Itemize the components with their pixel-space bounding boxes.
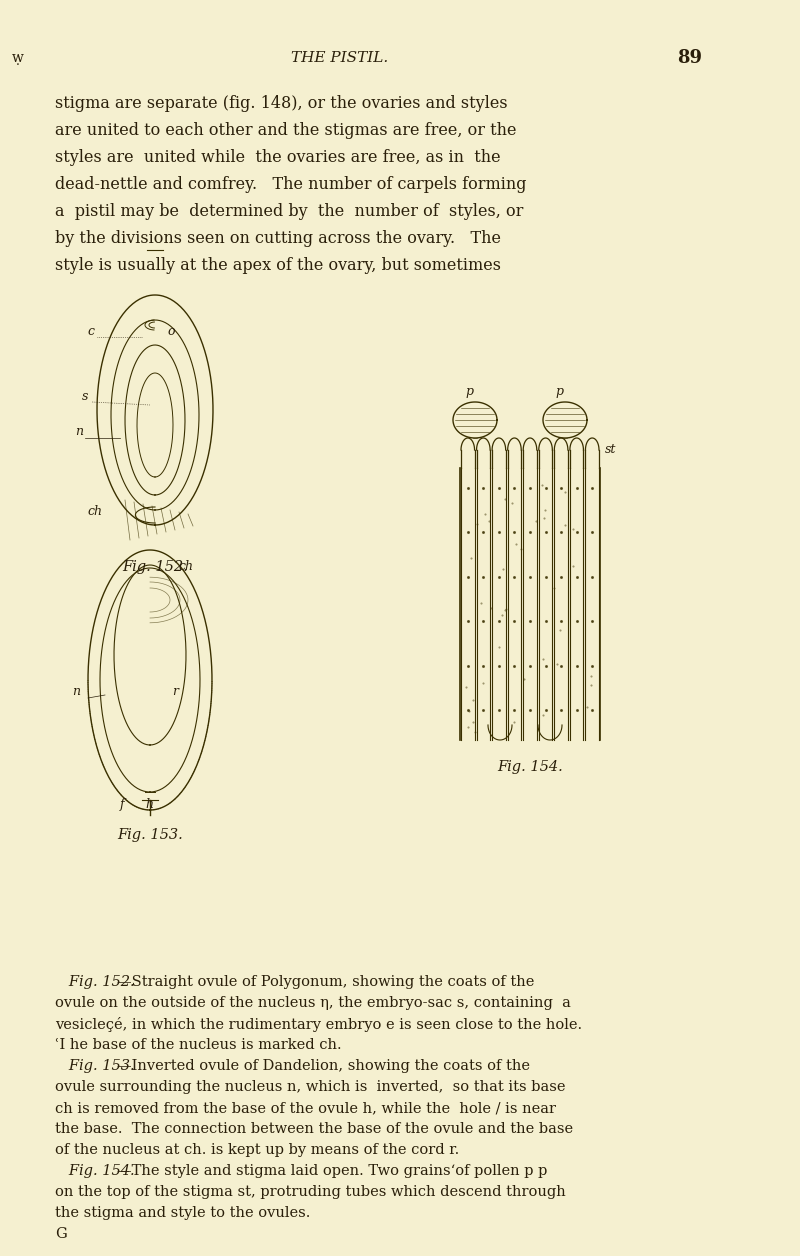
Text: dead-nettle and comfrey.   The number of carpels forming: dead-nettle and comfrey. The number of c…: [55, 176, 526, 193]
Text: ovule on the outside of the nucleus η, the embryo-sac s, containing  a: ovule on the outside of the nucleus η, t…: [55, 996, 571, 1010]
Text: c: c: [87, 325, 94, 338]
Text: a  pistil may be  determined by  the  number of  styles, or: a pistil may be determined by the number…: [55, 203, 523, 220]
Text: THE PISTIL.: THE PISTIL.: [291, 51, 389, 65]
Text: by the divisions seen on cutting across the ovary.   The: by the divisions seen on cutting across …: [55, 230, 501, 247]
Text: —Inverted ovule of Dandelion, showing the coats of the: —Inverted ovule of Dandelion, showing th…: [118, 1059, 530, 1073]
Text: Fig. 154.: Fig. 154.: [55, 1164, 134, 1178]
Text: o: o: [167, 325, 174, 338]
Text: p: p: [555, 386, 563, 398]
Text: Fig. 153.: Fig. 153.: [117, 828, 183, 842]
Text: st: st: [605, 443, 616, 456]
Text: Fig. 153.: Fig. 153.: [55, 1059, 134, 1073]
Text: —The style and stigma laid open. Two grains‘of pollen p p: —The style and stigma laid open. Two gra…: [118, 1164, 548, 1178]
Text: p: p: [465, 386, 473, 398]
Text: n: n: [72, 685, 80, 698]
Text: are united to each other and the stigmas are free, or the: are united to each other and the stigmas…: [55, 122, 517, 139]
Text: the base.  The connection between the base of the ovule and the base: the base. The connection between the bas…: [55, 1122, 573, 1135]
Text: the stigma and style to the ovules.: the stigma and style to the ovules.: [55, 1206, 310, 1220]
Text: vesicleçé, in which the rudimentary embryo e is seen close to the hole.: vesicleçé, in which the rudimentary embr…: [55, 1017, 582, 1032]
Text: on the top of the stigma st, protruding tubes which descend through: on the top of the stigma st, protruding …: [55, 1184, 566, 1199]
Text: h: h: [145, 798, 153, 811]
Text: n: n: [75, 425, 83, 438]
Text: ch is removed from the base of the ovule h, while the  hole / is near: ch is removed from the base of the ovule…: [55, 1102, 556, 1115]
Text: —Straight ovule of Polygonum, showing the coats of the: —Straight ovule of Polygonum, showing th…: [118, 975, 534, 988]
Text: Fig. 154.: Fig. 154.: [497, 760, 563, 774]
Text: styles are  united while  the ovaries are free, as in  the: styles are united while the ovaries are …: [55, 149, 501, 166]
Text: ovule surrounding the nucleus n, which is  inverted,  so that its base: ovule surrounding the nucleus n, which i…: [55, 1080, 566, 1094]
Text: r: r: [172, 685, 178, 698]
Text: ch: ch: [178, 560, 193, 573]
Text: style is usually at the apex of the ovary, but sometimes: style is usually at the apex of the ovar…: [55, 257, 501, 274]
Text: Fig. 152.: Fig. 152.: [122, 560, 188, 574]
Text: ẉ: ẉ: [12, 51, 24, 65]
Text: f: f: [120, 798, 125, 811]
Text: Fig. 152.: Fig. 152.: [55, 975, 134, 988]
Text: 89: 89: [678, 49, 702, 67]
Text: ch: ch: [87, 505, 102, 517]
Text: ʿI he base of the nucleus is marked ch.: ʿI he base of the nucleus is marked ch.: [55, 1037, 342, 1053]
Text: stigma are separate (fig. 148), or the ovaries and styles: stigma are separate (fig. 148), or the o…: [55, 95, 508, 112]
Text: s: s: [82, 391, 88, 403]
Text: of the nucleus at ch. is kept up by means of the cord r.: of the nucleus at ch. is kept up by mean…: [55, 1143, 459, 1157]
Text: G: G: [55, 1227, 66, 1241]
